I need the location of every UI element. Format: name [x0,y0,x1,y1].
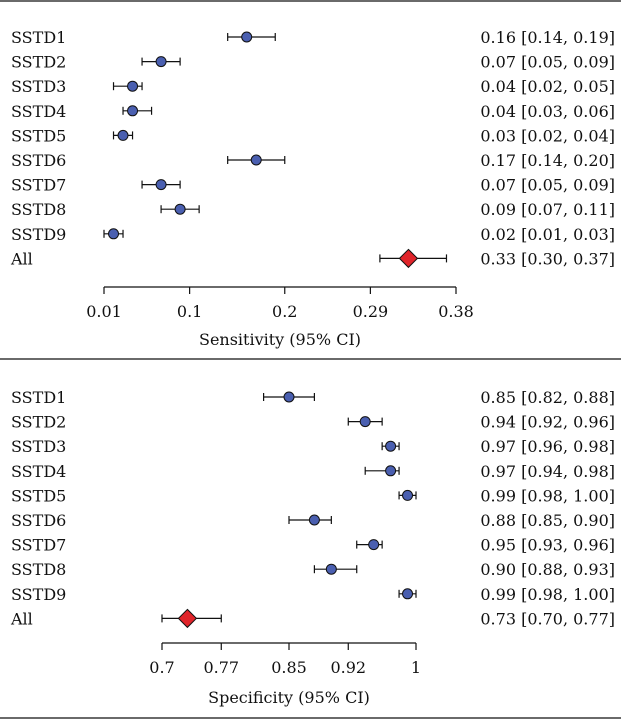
panel-2-study-3-label: SSTD3 [11,437,66,456]
panel-2-study-2-ci-text: 0.94 [0.92, 0.96] [480,413,615,432]
panel-1-x-tick-label-1: 0.01 [86,302,122,321]
panel-2-study-1-label: SSTD1 [11,388,66,407]
panel-1-pooled-ci-text: 0.33 [0.30, 0.37] [480,249,615,268]
panel-2-x-axis-title: Specificity (95% CI) [208,688,370,707]
panel-2-pooled-diamond-marker [177,608,198,629]
panel-2-study-8-point-marker [325,563,337,575]
panel-1-study-7-ci-text: 0.07 [0.05, 0.09] [480,176,615,195]
panel-1-study-4-label: SSTD4 [11,102,66,121]
panel-2-study-5-point-marker [402,489,414,501]
panel-1-study-6-label: SSTD6 [11,151,66,170]
panel-1-study-3-ci-text: 0.04 [0.02, 0.05] [480,77,615,96]
panel-2-study-9-label: SSTD9 [11,585,66,604]
panel-1-study-5-ci-text: 0.03 [0.02, 0.04] [480,126,615,145]
panel-2-study-2-point-marker [359,416,371,428]
panel-1-x-tick-label-5: 0.38 [438,302,474,321]
panel-2-study-3-ci-text: 0.97 [0.96, 0.98] [480,437,615,456]
panel-1-x-tick-label-2: 0.1 [177,302,202,321]
panel-1-x-tick-label-3: 0.2 [272,302,297,321]
panel-2-study-1-ci-text: 0.85 [0.82, 0.88] [480,388,615,407]
panel-1-pooled-diamond-marker [398,248,419,269]
panel-1-study-7-point-marker [155,179,167,191]
panel-1-study-9-ci-text: 0.02 [0.01, 0.03] [480,225,615,244]
panel-2-study-7-point-marker [368,539,380,551]
panel-2-study-1-point-marker [283,391,295,403]
panel-1-study-2-ci-text: 0.07 [0.05, 0.09] [480,53,615,72]
panel-2-study-4-label: SSTD4 [11,462,66,481]
panel-2-study-9-point-marker [402,588,414,600]
panel-2-study-9-ci-text: 0.99 [0.98, 1.00] [480,585,615,604]
panel-2-study-7-ci-text: 0.95 [0.93, 0.96] [480,536,615,555]
panel-1-study-3-point-marker [127,80,139,92]
panel-2-study-6-label: SSTD6 [11,511,66,530]
panel-2-study-4-ci-text: 0.97 [0.94, 0.98] [480,462,615,481]
panel-2-x-tick-label-5: 1 [411,658,421,677]
panel-2-study-7-label: SSTD7 [11,536,66,555]
panel-1-study-4-ci-text: 0.04 [0.03, 0.06] [480,102,615,121]
panel-1-study-2-label: SSTD2 [11,53,66,72]
panel-1-study-9-point-marker [108,228,120,240]
panel-2-study-2-label: SSTD2 [11,413,66,432]
panel-2-x-tick-label-3: 0.85 [271,658,307,677]
panel-1-x-tick-label-4: 0.29 [353,302,389,321]
panel-1-study-5-label: SSTD5 [11,126,66,145]
panel-2-study-5-ci-text: 0.99 [0.98, 1.00] [480,486,615,505]
panel-2-x-tick-label-2: 0.77 [203,658,239,677]
panel-1-study-6-point-marker [250,154,262,166]
panel-1-study-5-point-marker [117,129,129,141]
panel-1-study-4-point-marker [127,105,139,117]
panel-2-study-8-label: SSTD8 [11,560,66,579]
panel-2-pooled-ci-text: 0.73 [0.70, 0.77] [480,609,615,628]
panel-1-study-3-label: SSTD3 [11,77,66,96]
panel-1-study-8-ci-text: 0.09 [0.07, 0.11] [480,200,615,219]
panel-1-study-6-ci-text: 0.17 [0.14, 0.20] [480,151,615,170]
panel-2-study-6-ci-text: 0.88 [0.85, 0.90] [480,511,615,530]
panel-2-x-tick-label-1: 0.7 [149,658,174,677]
panel-2-pooled-label: All [10,609,33,628]
panel-2-study-6-point-marker [308,514,320,526]
panel-1-study-8-point-marker [174,203,186,215]
panel-1-study-1-label: SSTD1 [11,28,66,47]
panel-2-study-5-label: SSTD5 [11,486,66,505]
panel-2-study-3-point-marker [385,440,397,452]
panel-1-pooled-label: All [10,249,33,268]
panel-1-study-7-label: SSTD7 [11,176,66,195]
panel-1-x-axis-title: Sensitivity (95% CI) [199,330,361,349]
panel-1-study-8-label: SSTD8 [11,200,66,219]
panel-1-study-9-label: SSTD9 [11,225,66,244]
panel-1-study-1-ci-text: 0.16 [0.14, 0.19] [480,28,615,47]
panel-2-x-tick-label-4: 0.92 [330,658,366,677]
panel-1-study-2-point-marker [155,56,167,68]
panel-2-study-4-point-marker [385,465,397,477]
panel-2-study-8-ci-text: 0.90 [0.88, 0.93] [480,560,615,579]
panel-1-study-1-point-marker [241,31,253,43]
